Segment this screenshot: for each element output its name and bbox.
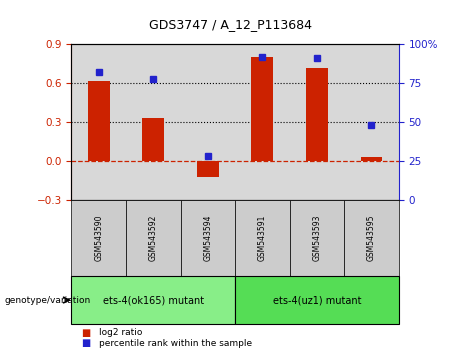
Text: GSM543595: GSM543595 <box>367 215 376 261</box>
Text: ets-4(uz1) mutant: ets-4(uz1) mutant <box>273 295 361 305</box>
Bar <box>142 118 164 161</box>
Text: GSM543594: GSM543594 <box>203 215 213 261</box>
Bar <box>252 57 273 161</box>
Bar <box>197 161 219 177</box>
Bar <box>88 81 110 161</box>
Text: percentile rank within the sample: percentile rank within the sample <box>99 339 252 348</box>
Text: GSM543592: GSM543592 <box>149 215 158 261</box>
Bar <box>361 157 382 161</box>
Text: GDS3747 / A_12_P113684: GDS3747 / A_12_P113684 <box>149 18 312 31</box>
Text: GSM543591: GSM543591 <box>258 215 267 261</box>
Text: genotype/variation: genotype/variation <box>5 296 91 304</box>
Text: ■: ■ <box>81 338 90 348</box>
Text: GSM543593: GSM543593 <box>313 215 321 261</box>
Bar <box>306 68 328 161</box>
Text: GSM543590: GSM543590 <box>94 215 103 261</box>
Text: log2 ratio: log2 ratio <box>99 328 142 337</box>
Text: ets-4(ok165) mutant: ets-4(ok165) mutant <box>103 295 204 305</box>
Text: ■: ■ <box>81 328 90 338</box>
